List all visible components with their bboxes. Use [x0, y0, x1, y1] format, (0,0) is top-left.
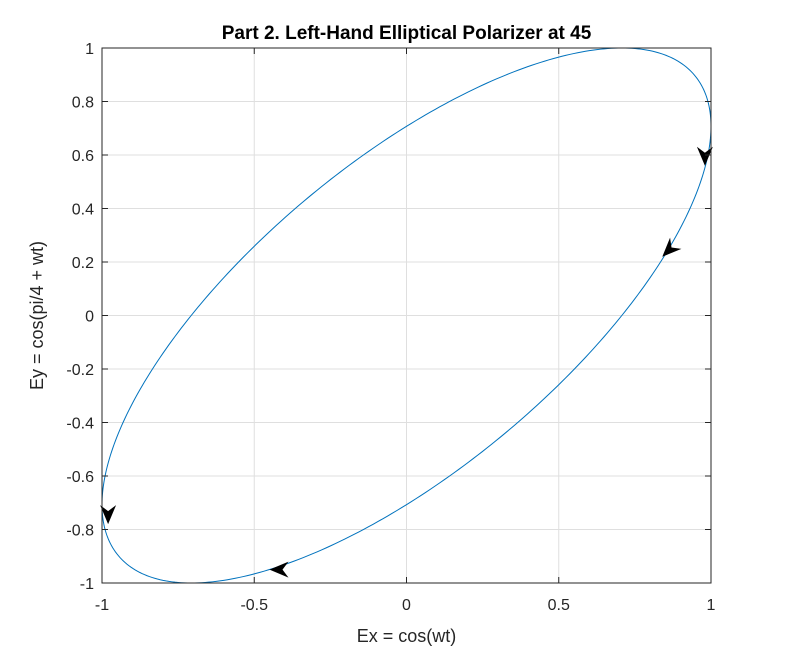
y-tick-label: 0.4 [72, 202, 94, 219]
x-tick-label: 0 [402, 597, 411, 614]
x-tick-label: -1 [95, 597, 109, 614]
y-axis-ticks: -1 -0.8 -0.6 -0.4 -0.2 0 0.2 0.4 0.6 0.8 1 [66, 41, 711, 593]
x-tick-label: 1 [707, 597, 716, 614]
x-axis-ticks: -1 -0.5 0 0.5 1 [95, 48, 716, 614]
direction-arrows [100, 146, 713, 578]
y-axis-label: Ey = cos(pi/4 + wt) [27, 241, 47, 390]
grid [101, 47, 712, 584]
y-tick-label: 0 [85, 309, 94, 326]
y-tick-label: 0.2 [72, 255, 94, 272]
arrowhead-icon [269, 561, 289, 578]
arrowhead-icon [662, 237, 682, 257]
y-tick-label: -0.2 [66, 362, 94, 379]
y-tick-label: -0.6 [66, 469, 94, 486]
x-axis-label: Ex = cos(wt) [357, 626, 457, 646]
arrowhead-icon [696, 146, 713, 166]
y-tick-label: 0.8 [72, 95, 94, 112]
x-tick-label: -0.5 [240, 597, 268, 614]
chart-title: Part 2. Left-Hand Elliptical Polarizer a… [222, 23, 592, 44]
y-tick-label: -0.8 [66, 523, 94, 540]
y-tick-label: -0.4 [66, 416, 94, 433]
y-tick-label: -1 [80, 576, 94, 593]
y-tick-label: 1 [85, 41, 94, 58]
arrowhead-icon [100, 505, 117, 525]
x-tick-label: 0.5 [548, 597, 570, 614]
y-tick-label: 0.6 [72, 148, 94, 165]
